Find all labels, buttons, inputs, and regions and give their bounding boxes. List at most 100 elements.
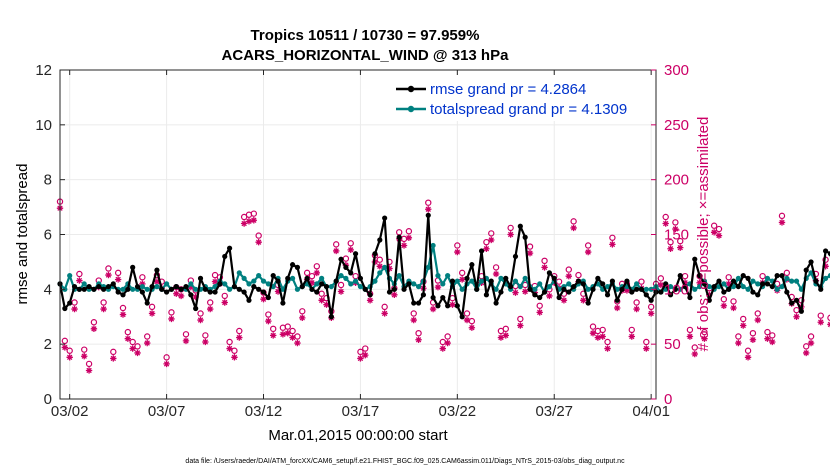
obs-possible-point bbox=[536, 302, 543, 309]
rmse-point bbox=[323, 283, 330, 290]
obs-assimilated-point bbox=[182, 337, 190, 345]
rmse-point bbox=[193, 305, 199, 312]
obs-assimilated-point bbox=[589, 330, 597, 337]
obs-possible-point bbox=[807, 333, 815, 340]
obs-possible-point bbox=[444, 333, 451, 340]
rmse-point bbox=[168, 286, 175, 292]
obs-possible-point bbox=[182, 331, 190, 338]
obs-markers bbox=[56, 102, 830, 374]
obs-possible-point bbox=[604, 338, 611, 346]
footer-data-file: data file: /Users/raeder/DAI/ATM_forcXX/… bbox=[185, 458, 625, 465]
totalspread-point bbox=[164, 281, 170, 287]
obs-possible-point bbox=[715, 225, 723, 233]
rmse-point bbox=[730, 278, 737, 284]
obs-assimilated-point bbox=[245, 218, 253, 225]
rmse-point bbox=[517, 223, 523, 229]
rmse-point bbox=[755, 292, 761, 298]
y-tick-label-left-5: 10 bbox=[35, 117, 52, 134]
totalspread-point bbox=[532, 286, 538, 292]
obs-possible-point bbox=[449, 294, 456, 302]
rmse-point bbox=[813, 278, 819, 284]
x-tick-label-0: 03/02 bbox=[51, 403, 89, 420]
obs-assimilated-point bbox=[599, 333, 606, 340]
obs-possible-point bbox=[599, 326, 606, 334]
obs-possible-point bbox=[754, 310, 761, 317]
obs-possible-point bbox=[148, 303, 156, 311]
obs-possible-point bbox=[362, 345, 369, 352]
obs-possible-point bbox=[827, 314, 830, 322]
obs-possible-point bbox=[803, 343, 810, 350]
obs-possible-point bbox=[677, 237, 684, 245]
totalspread-point bbox=[697, 283, 703, 290]
obs-possible-point bbox=[318, 290, 325, 297]
totalspread-point bbox=[750, 278, 756, 284]
rmse-point bbox=[667, 292, 674, 298]
obs-possible-point bbox=[458, 269, 466, 277]
rmse-point bbox=[411, 300, 417, 306]
totalspread-point bbox=[779, 283, 785, 290]
rmse-point bbox=[251, 283, 257, 290]
obs-possible-point bbox=[517, 315, 524, 323]
rmse-point bbox=[377, 237, 383, 243]
obs-assimilated-point bbox=[337, 288, 345, 295]
x-tick-label-3: 03/17 bbox=[342, 403, 380, 420]
obs-assimilated-point bbox=[192, 293, 199, 301]
obs-assimilated-point bbox=[594, 334, 602, 341]
rmse-point bbox=[590, 286, 596, 292]
rmse-point bbox=[512, 253, 519, 260]
obs-assimilated-point bbox=[681, 279, 689, 286]
rmse-point bbox=[425, 212, 431, 218]
y-tick-label-left-6: 12 bbox=[35, 62, 52, 79]
totalspread-point bbox=[396, 273, 402, 279]
rmse-point bbox=[333, 278, 339, 284]
rmse-point bbox=[338, 256, 344, 262]
obs-assimilated-point bbox=[454, 248, 461, 256]
obs-possible-point bbox=[488, 230, 495, 237]
obs-possible-point bbox=[289, 327, 296, 335]
rmse-point bbox=[604, 292, 611, 298]
totalspread-point bbox=[643, 286, 649, 292]
rmse-point bbox=[222, 253, 228, 260]
rmse-point bbox=[522, 234, 528, 240]
rmse-point bbox=[687, 294, 693, 301]
obs-assimilated-point bbox=[778, 219, 786, 226]
rmse-point bbox=[706, 297, 712, 303]
obs-possible-point bbox=[168, 309, 175, 316]
totalspread-point bbox=[445, 273, 451, 279]
obs-assimilated-point bbox=[560, 297, 568, 304]
totalspread-point bbox=[241, 275, 247, 281]
rmse-point bbox=[459, 314, 465, 320]
obs-possible-point bbox=[144, 333, 151, 340]
obs-possible-point bbox=[725, 274, 732, 281]
totalspread-point bbox=[372, 278, 378, 284]
obs-assimilated-point bbox=[221, 299, 228, 306]
rmse-point bbox=[566, 289, 572, 295]
obs-possible-point bbox=[647, 303, 655, 311]
legend: rmse grand pr = 4.2864 totalspread grand… bbox=[392, 75, 652, 121]
rmse-point bbox=[745, 275, 751, 281]
rmse-point bbox=[105, 283, 112, 290]
totalspread-point bbox=[827, 273, 830, 279]
rmse-point bbox=[115, 289, 121, 295]
rmse-point bbox=[96, 283, 102, 290]
obs-possible-point bbox=[681, 272, 689, 280]
rmse-point bbox=[391, 286, 397, 292]
obs-assimilated-point bbox=[231, 354, 238, 361]
obs-assimilated-point bbox=[134, 349, 141, 357]
obs-assimilated-point bbox=[643, 345, 650, 352]
y-axis-label-right: # of obs: o=possible; ×=assimilated bbox=[695, 117, 712, 352]
obs-assimilated-point bbox=[570, 224, 577, 232]
rmse-point bbox=[692, 256, 698, 262]
obs-assimilated-point bbox=[362, 351, 369, 359]
obs-possible-point bbox=[778, 212, 786, 220]
obs-assimilated-point bbox=[119, 311, 127, 318]
rmse-point bbox=[110, 281, 116, 287]
obs-assimilated-point bbox=[725, 280, 732, 288]
legend-rmse-marker bbox=[407, 85, 415, 93]
obs-assimilated-point bbox=[633, 305, 640, 313]
obs-assimilated-point bbox=[318, 297, 325, 304]
obs-possible-point bbox=[405, 228, 413, 235]
rmse-point bbox=[207, 289, 213, 295]
obs-possible-point bbox=[308, 272, 316, 280]
obs-assimilated-point bbox=[730, 304, 737, 312]
